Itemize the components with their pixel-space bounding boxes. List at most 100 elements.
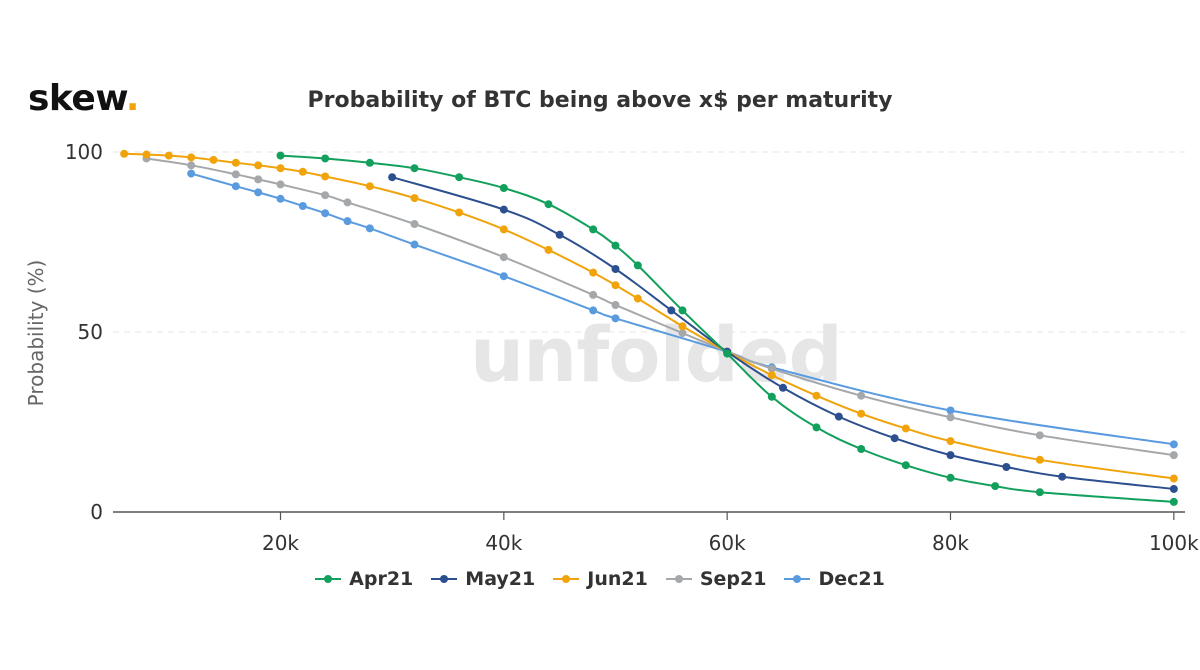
point-apr21 xyxy=(901,461,910,470)
point-sep21 xyxy=(231,170,240,179)
legend-item-dec21[interactable]: Dec21 xyxy=(784,568,885,590)
point-jun21 xyxy=(901,424,910,433)
point-apr21 xyxy=(1035,488,1044,497)
point-jun21 xyxy=(187,153,196,162)
point-sep21 xyxy=(499,253,508,262)
point-sep21 xyxy=(767,364,776,373)
point-dec21 xyxy=(231,182,240,191)
point-may21 xyxy=(779,383,787,392)
point-jun21 xyxy=(410,194,419,203)
point-apr21 xyxy=(589,225,598,234)
legend-swatch-apr21 xyxy=(315,572,342,586)
point-apr21 xyxy=(633,261,642,270)
y-axis-label: Probability (%) xyxy=(24,260,48,407)
point-apr21 xyxy=(499,184,508,192)
series-line-jun21 xyxy=(124,152,1174,480)
x-tick-label: 80k xyxy=(932,531,969,555)
legend-item-may21[interactable]: May21 xyxy=(431,568,535,590)
point-dec21 xyxy=(365,224,374,233)
point-jun21 xyxy=(1035,455,1044,464)
point-dec21 xyxy=(343,217,352,226)
point-sep21 xyxy=(276,180,285,189)
point-jun21 xyxy=(321,172,330,181)
legend-item-apr21[interactable]: Apr21 xyxy=(315,568,413,590)
point-dec21 xyxy=(298,202,307,210)
point-may21 xyxy=(946,451,955,460)
legend-label: May21 xyxy=(465,568,536,590)
point-may21 xyxy=(667,306,676,315)
point-dec21 xyxy=(321,209,330,218)
legend-label: Dec21 xyxy=(818,568,885,590)
point-may21 xyxy=(834,412,843,421)
point-apr21 xyxy=(410,164,419,173)
point-dec21 xyxy=(187,169,196,178)
point-jun21 xyxy=(120,149,129,158)
point-jun21 xyxy=(164,151,173,160)
point-dec21 xyxy=(499,272,508,281)
legend-swatch-may21 xyxy=(431,572,458,586)
legend-swatch-dec21 xyxy=(784,572,811,586)
point-apr21 xyxy=(365,158,374,167)
point-sep21 xyxy=(1035,431,1044,440)
legend-label: Jun21 xyxy=(587,568,648,590)
point-jun21 xyxy=(589,268,598,277)
skew-logo: skew. xyxy=(28,78,139,119)
series-jun21 xyxy=(120,149,1178,483)
point-jun21 xyxy=(455,208,464,217)
point-dec21 xyxy=(276,194,285,203)
legend-label: Sep21 xyxy=(699,568,767,590)
point-jun21 xyxy=(946,437,955,446)
point-apr21 xyxy=(857,445,866,453)
point-sep21 xyxy=(1169,451,1178,460)
point-dec21 xyxy=(946,406,955,415)
point-may21 xyxy=(388,173,397,182)
point-may21 xyxy=(1169,484,1178,493)
point-dec21 xyxy=(1169,440,1178,449)
series-apr21 xyxy=(276,151,1178,506)
point-jun21 xyxy=(365,182,374,191)
series-line-apr21 xyxy=(280,154,1174,503)
point-may21 xyxy=(890,434,899,443)
point-apr21 xyxy=(767,392,776,401)
point-sep21 xyxy=(589,290,598,299)
y-tick-label: 50 xyxy=(78,320,103,344)
x-tick-label: 60k xyxy=(709,531,746,555)
point-jun21 xyxy=(611,281,620,290)
point-apr21 xyxy=(678,306,687,315)
point-may21 xyxy=(499,205,508,214)
point-sep21 xyxy=(857,391,866,400)
series-line-may21 xyxy=(391,176,1174,490)
point-dec21 xyxy=(589,306,598,315)
legend-swatch-jun21 xyxy=(553,572,580,586)
legend-label: Apr21 xyxy=(349,568,414,590)
point-apr21 xyxy=(276,151,285,160)
point-apr21 xyxy=(946,473,955,482)
y-tick-label: 100 xyxy=(65,140,103,164)
x-tick-label: 100k xyxy=(1149,531,1199,555)
point-sep21 xyxy=(187,161,196,170)
axes: 0 50 100 20k 40k 60k 80k 100k xyxy=(65,140,1199,555)
point-jun21 xyxy=(1169,474,1178,483)
legend-item-sep21[interactable]: Sep21 xyxy=(665,568,767,590)
point-dec21 xyxy=(611,314,620,323)
legend-item-jun21[interactable]: Jun21 xyxy=(553,568,648,590)
point-apr21 xyxy=(321,154,330,163)
x-tick-label: 20k xyxy=(262,531,299,555)
point-jun21 xyxy=(142,150,151,159)
point-sep21 xyxy=(946,413,955,422)
point-apr21 xyxy=(611,241,620,250)
chart-title: Probability of BTC being above x$ per ma… xyxy=(307,88,893,113)
legend-swatch-sep21 xyxy=(665,572,692,586)
point-jun21 xyxy=(209,155,218,164)
point-jun21 xyxy=(678,322,687,331)
point-jun21 xyxy=(812,391,821,400)
point-sep21 xyxy=(343,198,352,207)
series-group xyxy=(120,149,1178,506)
point-apr21 xyxy=(723,349,732,358)
x-tick-label: 40k xyxy=(485,531,522,555)
point-jun21 xyxy=(276,164,285,173)
point-jun21 xyxy=(544,245,553,254)
point-apr21 xyxy=(1169,497,1178,506)
point-sep21 xyxy=(321,191,330,200)
